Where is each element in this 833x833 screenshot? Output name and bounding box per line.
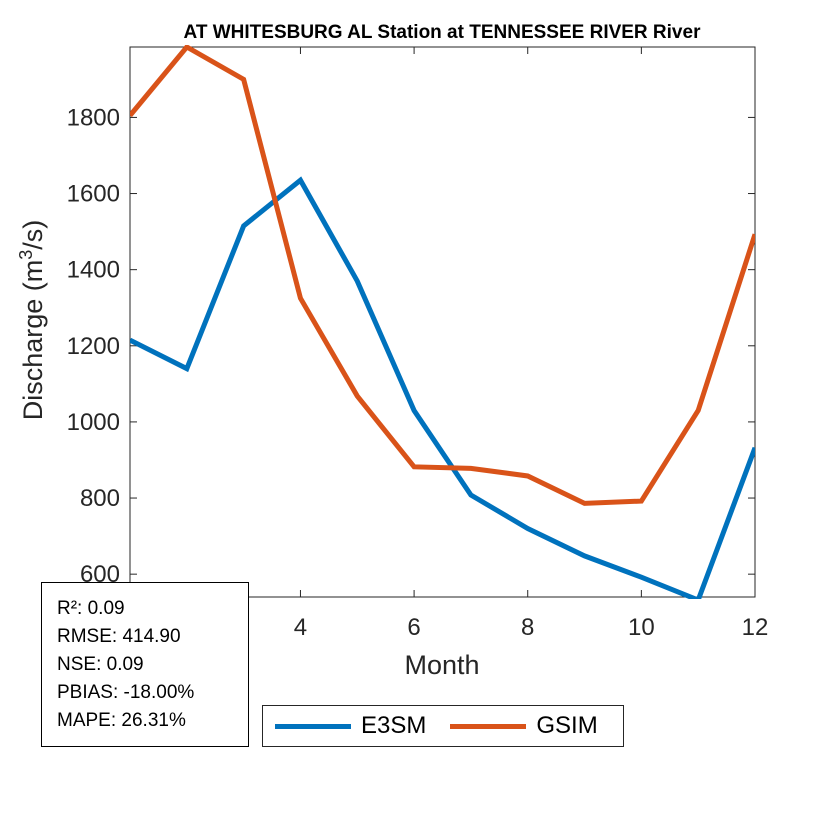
legend-item-gsim: GSIM (450, 712, 598, 740)
x-tick-label: 4 (294, 614, 307, 641)
y-tick-label: 1800 (67, 104, 120, 131)
stat-r2: R²: 0.09 (57, 598, 125, 619)
y-tick-label: 1000 (67, 409, 120, 436)
x-axis-label: Month (404, 650, 479, 680)
series-line-e3sm (130, 176, 755, 599)
legend-item-e3sm: E3SM (275, 712, 426, 740)
y-tick-label: 800 (80, 485, 120, 512)
legend: E3SM GSIM (262, 705, 624, 747)
x-tick-label: 8 (521, 614, 534, 641)
series-line-gsim (130, 45, 755, 506)
legend-label-gsim: GSIM (536, 712, 598, 739)
chart-title: AT WHITESBURG AL Station at TENNESSEE RI… (184, 22, 702, 43)
stat-rmse: RMSE: 414.90 (57, 626, 181, 647)
legend-label-e3sm: E3SM (361, 712, 427, 739)
stats-box: R²: 0.09 RMSE: 414.90 NSE: 0.09 PBIAS: -… (41, 582, 249, 747)
y-tick-label: 1400 (67, 257, 120, 284)
y-tick-label: 1600 (67, 181, 120, 208)
legend-swatch-gsim (450, 723, 527, 729)
axes-box (129, 46, 756, 598)
legend-swatch-e3sm (275, 723, 351, 729)
stat-nse: NSE: 0.09 (57, 654, 144, 675)
y-tick-label: 1200 (67, 333, 120, 360)
x-tick-label: 10 (628, 614, 655, 641)
stat-pbias: PBIAS: -18.00% (57, 682, 195, 703)
x-tick-label: 12 (742, 614, 769, 641)
x-tick-label: 6 (407, 614, 420, 641)
y-axis-label: Discharge (m3/s) (16, 220, 48, 421)
stat-mape: MAPE: 26.31% (57, 710, 186, 731)
